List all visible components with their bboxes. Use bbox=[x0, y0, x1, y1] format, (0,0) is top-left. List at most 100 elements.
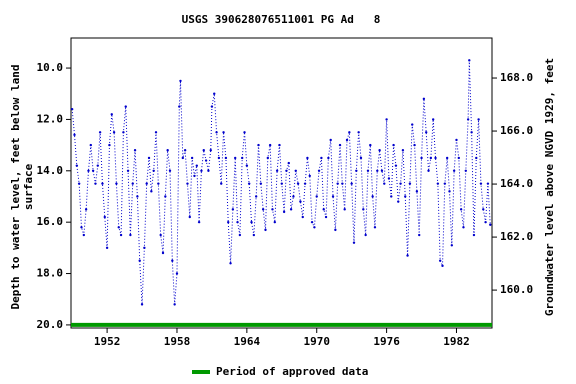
data-point bbox=[455, 138, 458, 142]
data-point bbox=[222, 131, 225, 134]
data-point bbox=[234, 156, 237, 160]
data-point bbox=[303, 182, 307, 185]
data-point bbox=[341, 182, 344, 185]
data-point bbox=[140, 303, 144, 306]
data-point bbox=[308, 174, 311, 178]
data-point bbox=[296, 182, 300, 185]
data-point bbox=[418, 233, 421, 237]
data-point bbox=[215, 131, 218, 134]
data-point bbox=[489, 223, 492, 226]
data-point bbox=[87, 169, 90, 172]
data-point bbox=[352, 241, 356, 244]
data-point bbox=[413, 143, 416, 147]
data-point bbox=[243, 131, 246, 134]
data-point bbox=[268, 143, 272, 147]
data-point bbox=[112, 131, 116, 134]
data-point bbox=[193, 174, 196, 178]
data-point bbox=[359, 156, 363, 160]
data-point bbox=[166, 149, 169, 152]
data-point bbox=[183, 149, 187, 152]
data-point bbox=[394, 164, 398, 167]
data-point bbox=[468, 59, 471, 62]
data-point bbox=[190, 156, 194, 160]
data-point bbox=[292, 195, 295, 198]
data-point bbox=[366, 169, 370, 172]
data-point bbox=[145, 182, 148, 185]
data-point bbox=[259, 182, 263, 185]
data-point bbox=[179, 79, 182, 83]
data-point bbox=[464, 169, 467, 172]
data-point bbox=[238, 233, 242, 237]
data-point bbox=[327, 156, 330, 160]
data-point bbox=[392, 143, 395, 147]
data-point bbox=[236, 220, 239, 224]
data-point bbox=[124, 105, 127, 108]
data-point bbox=[197, 220, 201, 224]
data-point bbox=[355, 169, 358, 172]
data-point bbox=[252, 233, 256, 237]
data-point bbox=[450, 244, 454, 247]
data-point bbox=[101, 182, 104, 185]
data-point bbox=[278, 143, 281, 147]
data-point bbox=[152, 169, 155, 172]
y2-tick-label: 168.0 bbox=[500, 71, 533, 84]
data-point bbox=[186, 182, 189, 185]
data-point bbox=[313, 226, 316, 229]
data-point bbox=[457, 156, 461, 160]
x-tick-label: 1976 bbox=[373, 335, 400, 348]
data-point bbox=[378, 149, 381, 152]
data-point bbox=[254, 195, 258, 198]
data-point bbox=[425, 131, 428, 134]
x-tick-label: 1982 bbox=[443, 335, 470, 348]
data-point bbox=[310, 220, 314, 224]
data-point bbox=[133, 149, 137, 152]
data-point bbox=[108, 143, 111, 147]
data-point bbox=[231, 208, 235, 211]
y2-tick-label: 166.0 bbox=[500, 124, 533, 137]
data-point bbox=[173, 303, 176, 306]
data-point bbox=[275, 169, 279, 172]
data-point bbox=[136, 195, 139, 198]
y2-tick-label: 162.0 bbox=[500, 230, 533, 243]
data-point bbox=[175, 272, 179, 275]
data-point bbox=[126, 169, 130, 172]
y-axis-label: surface bbox=[22, 163, 35, 210]
data-point bbox=[273, 220, 277, 224]
data-point bbox=[411, 123, 414, 126]
data-point bbox=[401, 149, 405, 152]
data-point bbox=[334, 228, 337, 232]
data-point bbox=[240, 156, 244, 160]
data-point bbox=[159, 233, 162, 237]
data-point bbox=[204, 159, 208, 162]
data-point bbox=[336, 182, 339, 185]
data-point bbox=[213, 92, 216, 95]
data-point bbox=[484, 220, 487, 224]
data-point bbox=[315, 195, 318, 198]
plot-frame bbox=[70, 37, 493, 329]
data-point bbox=[89, 143, 92, 147]
y2-tick-label: 164.0 bbox=[500, 177, 533, 190]
data-point bbox=[404, 195, 407, 198]
data-point bbox=[301, 215, 304, 219]
series-line bbox=[71, 60, 491, 305]
data-point bbox=[91, 169, 95, 172]
data-point bbox=[247, 182, 251, 185]
data-point bbox=[462, 226, 465, 229]
data-point bbox=[75, 164, 79, 167]
data-point bbox=[157, 182, 160, 185]
y2-axis-label: Groundwater level above NGVD 1929, feet bbox=[543, 58, 556, 316]
data-point bbox=[289, 208, 293, 211]
data-point bbox=[477, 118, 480, 121]
data-point bbox=[294, 169, 297, 172]
data-point bbox=[209, 149, 212, 152]
data-point bbox=[406, 254, 409, 257]
data-point bbox=[287, 161, 290, 165]
data-point bbox=[429, 156, 433, 160]
data-point bbox=[195, 164, 198, 167]
data-point bbox=[371, 195, 374, 198]
y-tick-label: 14.0 bbox=[37, 164, 64, 177]
data-point bbox=[380, 169, 384, 172]
data-point bbox=[98, 131, 102, 134]
data-point bbox=[143, 246, 146, 250]
data-point bbox=[229, 262, 232, 265]
